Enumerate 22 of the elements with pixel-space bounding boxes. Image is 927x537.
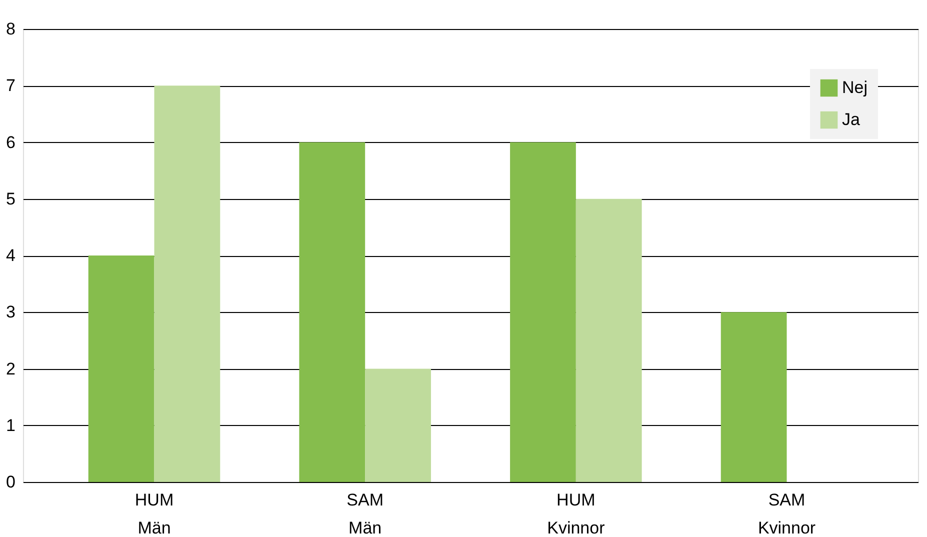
y-tick-label: 3 [6, 302, 16, 322]
legend-label: Nej [842, 78, 868, 97]
y-tick-label: 8 [6, 20, 16, 38]
y-tick-label: 0 [6, 472, 16, 492]
bar [510, 142, 576, 482]
y-tick-label: 6 [6, 132, 16, 152]
y-tick-label: 7 [6, 76, 16, 96]
y-tick-label: 5 [6, 189, 16, 208]
x-tick-label: SAM Kvinnor [758, 490, 816, 537]
bar [365, 368, 431, 482]
legend-label: Ja [842, 110, 860, 129]
bar [299, 142, 366, 482]
y-tick-label: 4 [6, 246, 16, 265]
x-tick-label: HUM Kvinnor [547, 490, 606, 537]
x-tick-label: HUM Män [134, 490, 174, 537]
x-tick-label: SAM Män [346, 490, 384, 537]
bar [576, 198, 642, 482]
y-tick-label: 2 [6, 359, 16, 378]
bar [154, 86, 220, 482]
bar [720, 312, 787, 482]
bar [88, 256, 154, 482]
y-tick-label: 1 [6, 416, 16, 435]
